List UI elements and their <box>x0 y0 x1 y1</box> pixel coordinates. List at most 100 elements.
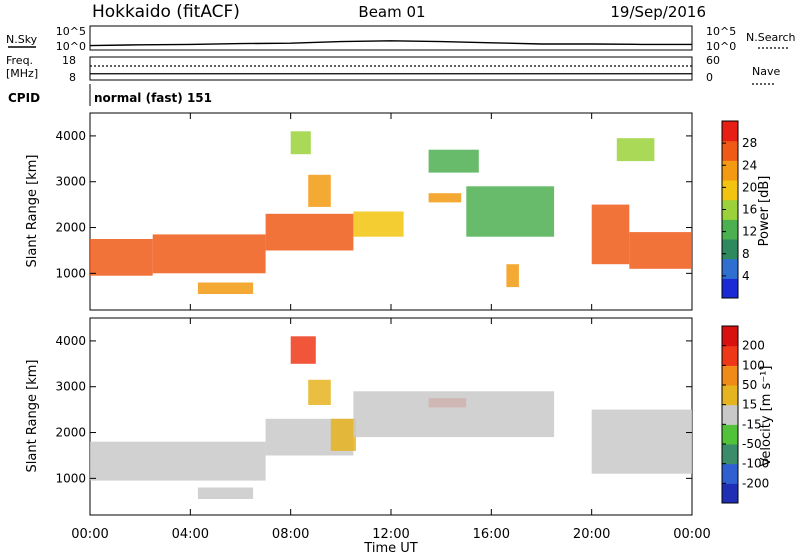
velocity-colorbar-tick-label-4: -15 <box>742 417 762 431</box>
nsky-label: N.Sky <box>6 33 38 46</box>
power-patch-9 <box>466 186 555 237</box>
power-patch-6 <box>353 211 404 237</box>
power-patch-12 <box>629 232 692 269</box>
velocity-colorbar-segment-1 <box>722 463 738 484</box>
power-ylabel: Slant Range [km] <box>25 155 40 268</box>
velocity-colorbar-label: Velocity [m s⁻¹] <box>759 366 774 467</box>
power-colorbar-tick-label-3: 16 <box>742 203 757 217</box>
nsky-left-tick-bottom: 10^0 <box>56 40 86 53</box>
power-colorbar-segment-8 <box>722 121 738 142</box>
velocity-colorbar-segment-6 <box>722 365 738 386</box>
freq-unit-label: [MHz] <box>6 67 38 80</box>
power-panel: 4000 3000 2000 1000 Slant Range [km] 28 24 20… <box>25 112 772 311</box>
power-colorbar-tick-label-2: 20 <box>742 180 757 194</box>
power-colorbar: 28 24 20 16 12 8 4 <box>721 120 757 299</box>
velocity-colorbar-segment-7 <box>722 345 738 366</box>
power-colorbar-tick-label-4: 12 <box>742 225 757 239</box>
velocity-patch-4 <box>308 379 331 405</box>
radar-title: Hokkaido (fitACF) <box>92 2 240 22</box>
velocity-ytick-label-0: 4000 <box>55 334 86 348</box>
power-patch-8 <box>428 193 462 203</box>
power-colorbar-label: Power [dB] <box>757 176 772 247</box>
power-colorbar-segment-2 <box>722 239 738 260</box>
power-colorbar-segment-0 <box>722 278 738 299</box>
velocity-colorbar-tick-label-1: 100 <box>742 358 765 372</box>
time-tick-label-1: 04:00 <box>172 527 209 542</box>
velocity-colorbar-segment-5 <box>722 385 738 406</box>
power-ytick-label-1: 3000 <box>55 175 86 189</box>
nsky-left-tick-top: 10^5 <box>56 25 86 38</box>
power-patch-5 <box>290 131 311 155</box>
freq-panel-frame <box>89 56 693 81</box>
power-colorbar-segment-7 <box>722 140 738 161</box>
velocity-colorbar-segment-0 <box>722 483 738 504</box>
nave-label: Nave <box>752 65 780 78</box>
freq-left-tick-top: 18 <box>62 54 76 67</box>
power-colorbar-tick-label-1: 24 <box>742 158 757 172</box>
power-patch-2 <box>197 282 254 294</box>
power-xticks <box>89 113 693 310</box>
freq-right-tick-top: 60 <box>706 54 720 67</box>
power-patch-7 <box>428 149 479 173</box>
freq-label: Freq. <box>6 54 33 67</box>
time-tick-label-0: 00:00 <box>71 527 108 542</box>
power-ytick-label-3: 1000 <box>55 266 86 280</box>
velocity-ytick-label-1: 3000 <box>55 380 86 394</box>
velocity-ytick-label-2: 2000 <box>55 426 86 440</box>
velocity-colorbar-segment-4 <box>722 404 738 425</box>
power-colorbar-segment-3 <box>722 219 738 240</box>
time-axis-label: Time UT <box>363 541 417 554</box>
power-patch-1 <box>152 234 266 274</box>
time-tick-label-6: 00:00 <box>673 527 710 542</box>
velocity-xticks <box>89 318 693 515</box>
beam-label: Beam 01 <box>358 3 425 21</box>
cpid-value: normal (fast) 151 <box>94 91 212 105</box>
velocity-patch-2 <box>197 487 254 499</box>
power-patches <box>90 131 692 294</box>
power-colorbar-segment-6 <box>722 160 738 181</box>
velocity-colorbar-segment-3 <box>722 424 738 445</box>
power-colorbar-segment-4 <box>722 199 738 220</box>
nsky-trace <box>89 40 692 47</box>
nsky-right-tick-top: 10^5 <box>706 25 736 38</box>
power-patch-11 <box>591 204 630 265</box>
nsearch-label: N.Search <box>746 31 796 44</box>
velocity-ytick-label-3: 1000 <box>55 471 86 485</box>
velocity-colorbar-tick-label-7: -200 <box>742 476 769 490</box>
power-colorbar-tick-label-0: 28 <box>742 136 757 150</box>
time-tick-label-5: 20:00 <box>573 527 610 542</box>
power-patch-0 <box>90 239 153 276</box>
power-patch-13 <box>616 138 655 162</box>
power-ytick-label-2: 2000 <box>55 221 86 235</box>
velocity-colorbar-tick-label-3: 15 <box>742 398 757 412</box>
power-colorbar-tick-label-6: 4 <box>742 269 750 283</box>
power-ytick-label-0: 4000 <box>55 129 86 143</box>
velocity-colorbar-tick-label-6: -100 <box>742 457 769 471</box>
power-patch-10 <box>506 264 519 288</box>
cpid-label: CPID <box>8 91 40 105</box>
nsky-right-tick-bottom: 10^0 <box>706 40 736 53</box>
velocity-patch-3 <box>290 336 316 364</box>
freq-left-tick-bottom: 8 <box>69 71 76 84</box>
velocity-patch-5 <box>330 418 356 451</box>
time-tick-label-2: 08:00 <box>272 527 309 542</box>
velocity-colorbar-tick-label-2: 50 <box>742 378 757 392</box>
power-patch-3 <box>265 213 354 251</box>
velocity-colorbar-frame <box>721 325 739 504</box>
velocity-panel: 4000 3000 2000 1000 Slant Range [km] 200 100… <box>25 317 774 516</box>
velocity-patches <box>90 336 692 499</box>
velocity-colorbar-tick-label-0: 200 <box>742 339 765 353</box>
velocity-colorbar-tick-label-5: -50 <box>742 437 762 451</box>
time-tick-label-4: 16:00 <box>473 527 510 542</box>
power-colorbar-tick-label-5: 8 <box>742 247 750 261</box>
power-colorbar-segment-1 <box>722 258 738 279</box>
velocity-patch-8 <box>591 409 692 474</box>
velocity-patch-0 <box>90 441 266 481</box>
date-label: 19/Sep/2016 <box>610 3 706 21</box>
nsky-panel-frame <box>89 25 693 51</box>
velocity-colorbar: 200 100 50 15 -15 -50 -100 -200 <box>721 325 769 504</box>
velocity-patch-7 <box>353 391 555 438</box>
velocity-ylabel: Slant Range [km] <box>25 360 40 473</box>
freq-right-tick-bottom: 0 <box>706 71 713 84</box>
